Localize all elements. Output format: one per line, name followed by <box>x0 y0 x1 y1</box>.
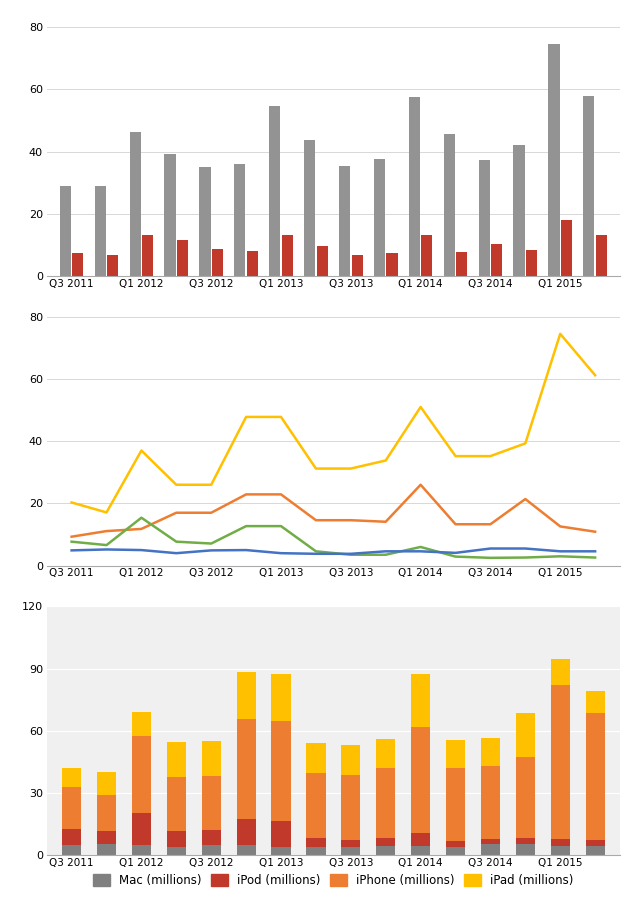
Bar <box>272 847 291 855</box>
Bar <box>97 831 116 844</box>
Bar <box>411 728 430 834</box>
Bar <box>237 719 256 818</box>
Bar <box>272 821 291 847</box>
Bar <box>479 159 490 276</box>
Bar <box>409 97 420 276</box>
Bar <box>202 845 221 855</box>
Bar <box>164 154 175 276</box>
Bar <box>550 845 570 855</box>
Bar <box>199 167 211 276</box>
Bar <box>212 249 223 276</box>
Bar <box>316 246 328 276</box>
Bar <box>550 685 570 840</box>
Bar <box>60 186 71 276</box>
Bar <box>306 838 326 847</box>
Bar <box>376 845 395 855</box>
Bar <box>132 845 151 855</box>
Bar <box>352 254 363 276</box>
Bar <box>167 742 186 777</box>
Bar <box>62 767 81 787</box>
Bar <box>177 240 188 276</box>
Bar <box>202 776 221 831</box>
Bar <box>306 773 326 838</box>
Bar <box>376 739 395 768</box>
Bar <box>421 235 433 276</box>
Legend: Mac (millions), iPod (millions), iPhone (millions), iPad (millions): Mac (millions), iPod (millions), iPhone … <box>89 612 578 634</box>
Bar <box>97 844 116 855</box>
Bar <box>237 845 256 855</box>
Bar <box>481 738 500 766</box>
Bar <box>446 740 465 767</box>
Bar <box>237 818 256 845</box>
Bar <box>167 831 186 847</box>
Legend: Mac (millions), iPod (millions), iPhone (millions), iPad (millions): Mac (millions), iPod (millions), iPhone … <box>89 869 578 891</box>
Bar <box>339 167 350 276</box>
Bar <box>516 712 535 757</box>
Bar <box>97 795 116 831</box>
Bar <box>411 845 430 855</box>
Bar <box>94 186 106 276</box>
Bar <box>586 691 604 713</box>
Bar <box>237 672 256 719</box>
Bar <box>234 164 245 276</box>
Bar <box>282 235 293 276</box>
Bar <box>446 767 465 841</box>
Bar <box>272 721 291 821</box>
Bar <box>167 847 186 855</box>
Bar <box>491 244 503 276</box>
Bar <box>247 251 258 276</box>
Bar <box>456 252 467 276</box>
Bar <box>411 834 430 845</box>
Bar <box>596 234 607 276</box>
Bar <box>586 713 604 840</box>
Bar <box>513 145 525 276</box>
Bar <box>142 235 153 276</box>
Bar <box>306 743 326 773</box>
Bar <box>202 831 221 845</box>
Bar <box>272 674 291 721</box>
Bar <box>386 252 398 276</box>
Bar <box>97 772 116 795</box>
Bar <box>376 838 395 845</box>
Bar <box>376 768 395 838</box>
Bar <box>341 847 360 855</box>
Bar <box>341 745 360 776</box>
Bar <box>443 134 455 276</box>
Bar <box>167 777 186 831</box>
Bar <box>202 741 221 776</box>
Bar <box>132 736 151 813</box>
Bar <box>548 44 560 276</box>
Bar <box>526 250 537 276</box>
Bar <box>481 843 500 855</box>
Bar <box>446 841 465 847</box>
Bar <box>481 839 500 843</box>
Bar <box>481 766 500 839</box>
Bar <box>341 840 360 847</box>
Bar <box>586 845 604 855</box>
Bar <box>306 847 326 855</box>
Bar <box>374 159 385 276</box>
Bar <box>550 659 570 685</box>
Legend: CA (milliards $), Bénéfices (milliards $): CA (milliards $), Bénéfices (milliards $… <box>182 322 484 345</box>
Bar <box>132 813 151 845</box>
Bar <box>269 107 281 276</box>
Bar <box>550 840 570 845</box>
Bar <box>304 140 315 276</box>
Bar <box>132 711 151 736</box>
Bar <box>516 843 535 855</box>
Bar <box>130 132 141 276</box>
Bar <box>62 845 81 855</box>
Bar <box>411 673 430 728</box>
Bar <box>446 847 465 855</box>
Bar <box>107 255 118 276</box>
Bar <box>583 96 594 276</box>
Bar <box>341 776 360 840</box>
Bar <box>62 787 81 829</box>
Bar <box>62 829 81 845</box>
Bar <box>72 253 84 276</box>
Bar <box>561 220 572 276</box>
Bar <box>516 757 535 838</box>
Bar <box>586 840 604 845</box>
Bar <box>516 838 535 843</box>
